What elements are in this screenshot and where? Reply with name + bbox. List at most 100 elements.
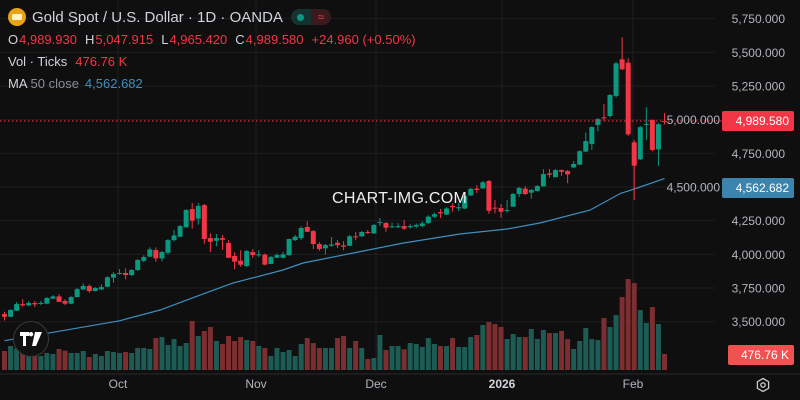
volume-bar [353,341,359,370]
candle-body [20,304,26,306]
volume-bar [38,356,44,370]
volume-bar [534,339,540,370]
candle-body [577,151,583,165]
ma-label: MA [8,75,28,91]
candle-body [183,210,189,228]
volume-bar [516,337,522,370]
volume-bar [274,348,280,370]
candle-body [226,243,232,258]
high-value: 5,047.915 [95,31,154,47]
candle-body [62,300,68,304]
ma-value: 4,562.682 [84,75,143,91]
candle-body [316,244,322,249]
candle-body [444,208,450,215]
volume-bar [437,346,443,370]
volume-bar [522,337,528,370]
close-value: 4,989.580 [245,31,304,47]
price-tick-label: 4,750.000 [732,147,786,161]
candle-body [498,208,504,212]
volume-bar [62,350,68,370]
candle-body [56,296,62,302]
candle-body [468,188,474,196]
candle-body [341,245,347,247]
volume-bar [546,333,552,370]
volume-bar [607,327,613,370]
volume-bar [462,347,468,370]
price-tick-label: 4,000.000 [732,248,786,262]
candle-body [250,252,256,256]
price-tick-label: 5,750.000 [732,12,786,26]
settings-icon[interactable] [755,377,771,393]
volume-legend[interactable]: Vol · Ticks 476.76 K [8,50,424,72]
legend: Gold Spot / U.S. Dollar · 1D · OANDA ≈ O… [8,6,424,94]
price-axis[interactable]: 3,500.000 3,750.000 4,000.000 4,250.000 4,50… [667,12,786,329]
ma50-line [4,178,665,342]
candle-body [492,207,498,209]
candle-body [589,127,595,144]
volume-bar [322,348,328,370]
candle-body [546,173,552,175]
volume-bar [413,343,419,370]
symbol-title[interactable]: Gold Spot / U.S. Dollar · 1D · OANDA [32,8,283,26]
candle-body [38,303,44,305]
volume-bar [56,348,62,370]
candle-body [286,239,292,256]
volume-bar [661,354,667,370]
volume-bar [450,338,456,370]
volume-bar [44,353,50,370]
volume-bar [171,339,177,370]
volume-bar [625,279,631,370]
candle-body [383,222,389,228]
volume-bar [510,334,516,370]
tradingview-logo[interactable] [13,321,49,357]
candle-body [153,250,159,259]
volume-bar [8,346,14,370]
candle-body [117,272,123,275]
candle-body [353,236,359,238]
volume-bar [316,348,322,370]
volume-bar [141,348,147,370]
candle-body [359,232,365,237]
volume-bar [129,353,135,370]
candle-body [8,310,14,317]
volume-bar [238,337,244,370]
volume-bar [565,339,571,370]
candle-body [601,117,607,119]
volume-bar [86,357,92,370]
time-tick-label: Nov [245,377,266,391]
candle-body [395,226,401,228]
candle-body [201,205,207,240]
volume-bar [232,341,238,370]
volume-bar [98,356,104,370]
candle-body [637,127,643,160]
candle-body [123,272,129,275]
status-badge[interactable]: ≈ [290,9,331,25]
volume-bar [613,315,619,370]
volume-bar [419,347,425,370]
volume-bar [74,353,80,370]
volume-bar [195,336,201,370]
time-tick-label: 2026 [489,377,516,391]
volume-bar [589,339,595,370]
candle-body [474,188,480,190]
candle-body [510,194,516,207]
volume-bar [492,324,498,370]
candle-body [232,255,238,262]
candle-body [401,226,407,229]
volume-bar [298,343,304,370]
change-value: +24.960 (+0.50%) [311,31,416,47]
volume-bar [80,351,86,370]
volume-bar [377,335,383,370]
volume-bar [480,325,486,370]
time-axis[interactable]: Oct Nov Dec 2026 Feb [109,377,644,391]
ma-legend[interactable]: MA 50 close 4,562.682 [8,72,424,94]
candle-body [32,303,38,305]
candle-body [292,236,298,241]
candle-body [649,120,655,150]
candle-body [407,226,413,228]
approx-icon: ≈ [310,9,331,25]
candle-body [238,260,244,265]
volume-bar [26,346,32,370]
volume-value: 476.76 K [75,53,128,69]
